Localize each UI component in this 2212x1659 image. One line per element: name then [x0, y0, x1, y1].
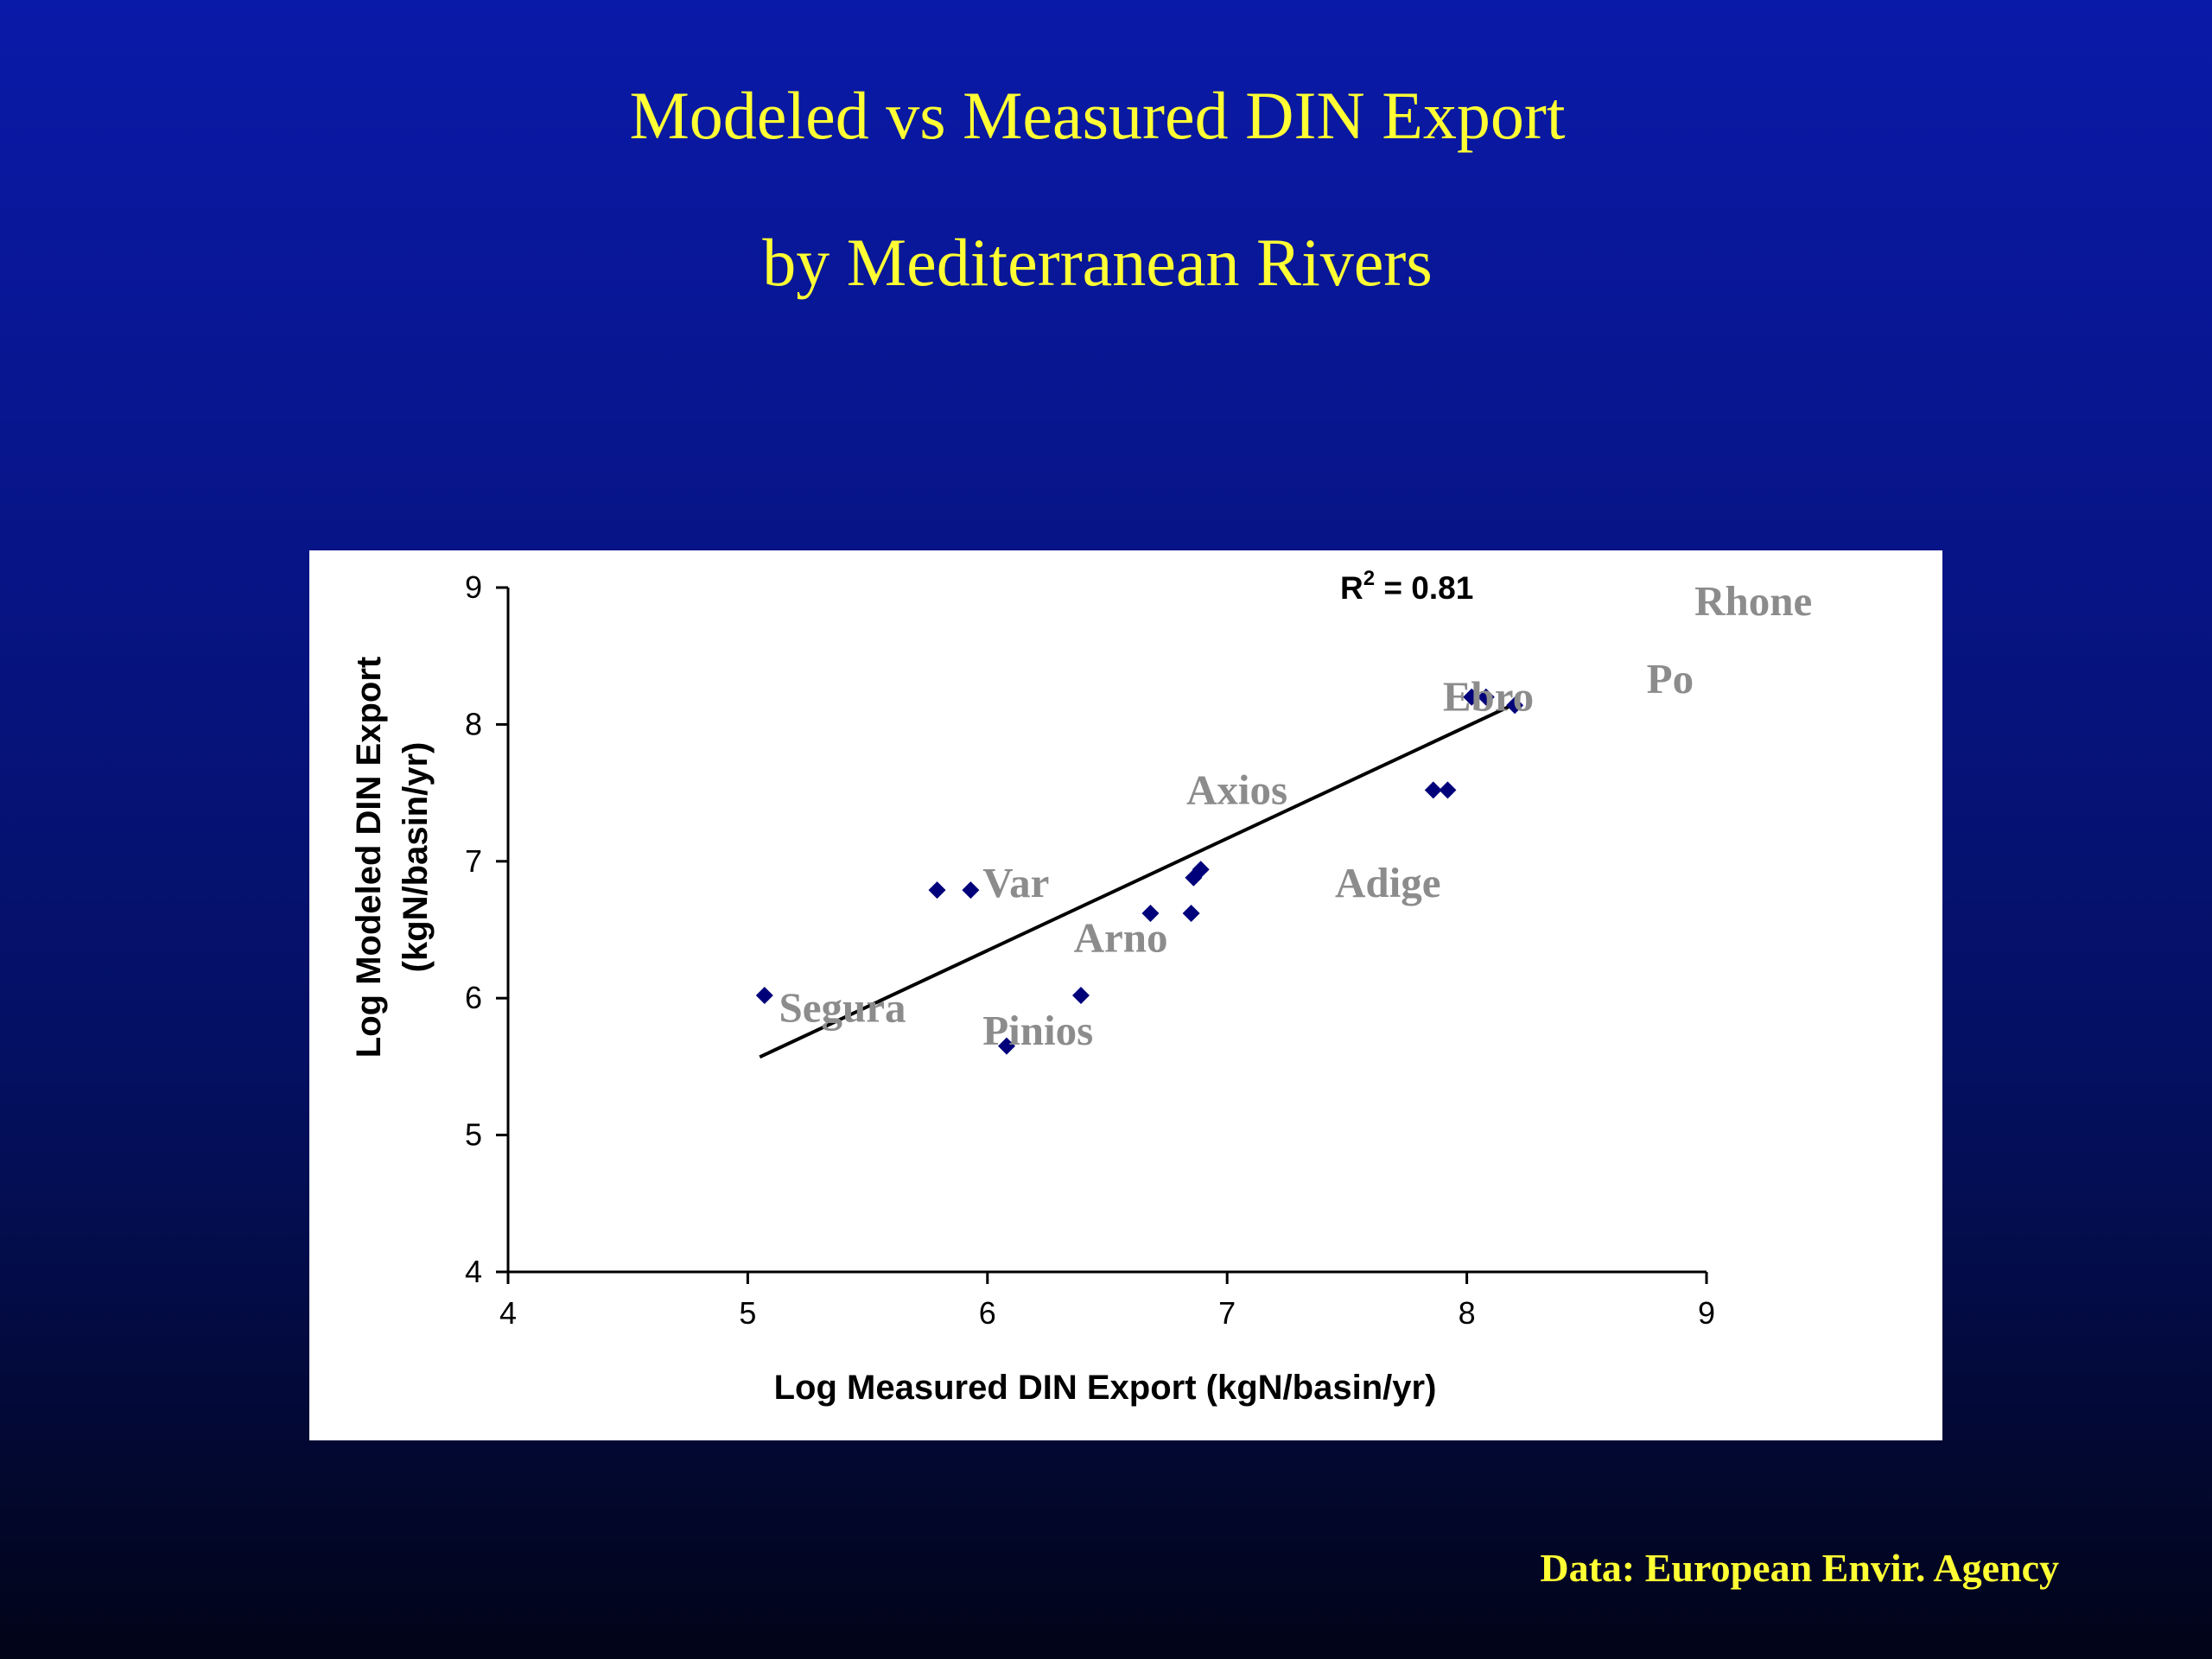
y-axis-label-line2: (kgN/basin/yr)	[397, 742, 435, 973]
data-point	[928, 881, 946, 899]
y-tick-label: 8	[465, 706, 482, 741]
river-label: Var	[982, 859, 1049, 906]
x-tick-label: 7	[1218, 1295, 1236, 1331]
data-point	[962, 881, 980, 899]
slide-title-line1: Modeled vs Measured DIN Export	[629, 78, 1566, 153]
source-note: Data: European Envir. Agency	[1540, 1546, 2059, 1590]
data-point	[1192, 861, 1210, 879]
x-axis-label: Log Measured DIN Export (kgN/basin/yr)	[774, 1369, 1437, 1407]
r-squared-prefix: R	[1340, 570, 1363, 606]
y-tick-label: 5	[465, 1117, 482, 1153]
river-label: Segura	[779, 983, 906, 1031]
y-tick-label: 4	[465, 1254, 482, 1289]
river-label: Pinios	[982, 1007, 1093, 1054]
x-tick-label: 6	[979, 1295, 996, 1331]
river-label: Adige	[1335, 859, 1441, 906]
data-point	[1439, 781, 1457, 799]
data-point	[755, 987, 773, 1005]
r-squared-value: = 0.81	[1375, 570, 1473, 606]
river-label: Ebro	[1443, 673, 1534, 721]
river-label: Arno	[1074, 914, 1168, 962]
y-axis-label-line1: Log Modeled DIN Export	[350, 657, 388, 1058]
river-label: Rhone	[1694, 577, 1812, 625]
x-tick-label: 9	[1698, 1295, 1715, 1331]
data-point	[1071, 987, 1090, 1005]
y-tick-label: 6	[465, 980, 482, 1015]
data-point	[1424, 781, 1442, 799]
slide-title-line2: by Mediterranean Rivers	[762, 225, 1433, 300]
y-tick-label: 7	[465, 843, 482, 879]
data-point	[1141, 904, 1160, 922]
tick-labels: 4 5 6 7 8 9 4 5 6 7 8 9	[465, 569, 1715, 1331]
data-point	[1185, 868, 1203, 887]
data-point	[1463, 688, 1481, 706]
data-point	[1182, 904, 1200, 922]
chart-panel: 4 5 6 7 8 9 4 5 6 7 8 9 Rhone Po Ebro Axios Var Adige Arn…	[309, 550, 1942, 1440]
x-tick-label: 4	[499, 1295, 517, 1331]
data-point	[997, 1037, 1015, 1055]
river-label: Po	[1647, 655, 1694, 702]
axes	[496, 586, 1708, 1284]
data-point	[1506, 696, 1524, 715]
trend-line	[759, 702, 1516, 1059]
r-squared-exponent: 2	[1363, 567, 1375, 590]
r-squared-label: R2 = 0.81	[1340, 567, 1473, 606]
x-tick-label: 8	[1459, 1295, 1476, 1331]
data-point	[1477, 688, 1495, 706]
river-label: Axios	[1186, 766, 1287, 813]
x-tick-label: 5	[739, 1295, 756, 1331]
y-tick-label: 9	[465, 569, 482, 605]
data-points	[755, 688, 1524, 1055]
